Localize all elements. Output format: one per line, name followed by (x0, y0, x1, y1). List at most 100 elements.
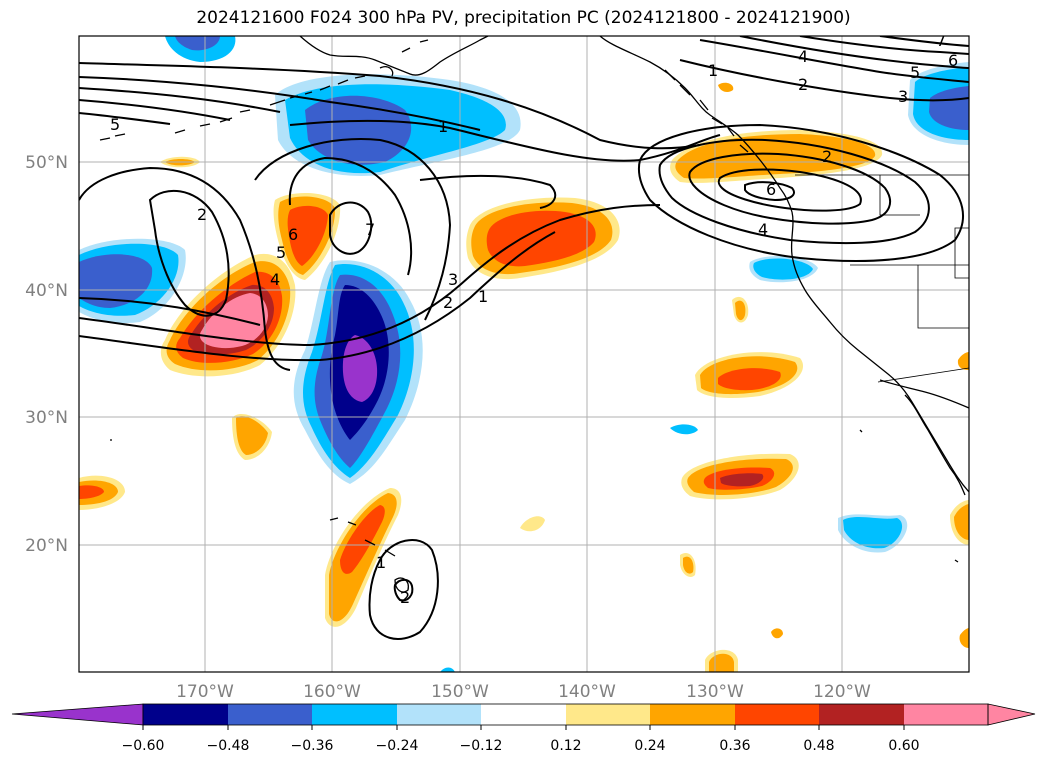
contour-label: 5 (110, 115, 120, 134)
precip-negative-small-3 (670, 424, 698, 435)
pv-contour-subtropical-inner (393, 578, 414, 602)
lon-label-130w: 130°W (686, 682, 744, 702)
precip-positive-small-5-orange (683, 556, 694, 574)
precip-negative-leftedge-inner (79, 254, 153, 308)
precip-positive-small-3-orange (735, 300, 746, 321)
pv-contour-west-5 (79, 62, 701, 150)
pv-contour-west-2 (79, 99, 231, 121)
colorbar-segment (312, 704, 397, 725)
pv-contour-central-2 (329, 201, 373, 255)
coast-mexico (879, 379, 969, 409)
colorbar-segment (819, 704, 904, 725)
precip-negative-topleft-core (175, 36, 220, 51)
lon-label-150w: 150°W (431, 682, 489, 702)
lon-label-170w: 170°W (176, 682, 234, 702)
colorbar-segment (481, 704, 566, 725)
colorbar-segment (228, 704, 312, 725)
pv-contour-labels: 5 1 2 6 5 4 7 3 2 1 1 2 1 4 2 5 3 6 7 2 (110, 31, 958, 607)
coast-us-west (790, 211, 969, 493)
colorbar-tick-label: 0.48 (803, 738, 834, 754)
coast-alaska-islands (379, 39, 429, 77)
pv-contour-west-4 (79, 76, 481, 131)
contour-label: 6 (766, 180, 776, 199)
contour-label: 5 (276, 243, 286, 262)
plot-frame (78, 35, 970, 673)
precip-positive-central-north-red (486, 210, 596, 267)
lat-label-50n: 50°N (25, 153, 68, 173)
longitude-labels: 170°W 160°W 150°W 140°W 130°W 120°W (176, 682, 871, 702)
colorbar-segment (904, 704, 988, 725)
colorbar-tick-label: −0.60 (122, 738, 165, 754)
contour-label: 6 (948, 51, 958, 70)
pv-contour-central-1 (288, 156, 413, 276)
colorbar-segment (735, 704, 819, 725)
border-us-mexico (877, 367, 969, 383)
pv-contour-ne-low-inner (688, 152, 892, 225)
lon-label-160w: 160°W (303, 682, 361, 702)
colorbar-extend-high (987, 703, 1036, 726)
colorbar-tick-label: −0.48 (207, 738, 250, 754)
precip-positive-midpacific-red (718, 368, 781, 391)
pv-contour-ne-corner-2 (739, 36, 969, 69)
pv-contour-central-3 (254, 138, 452, 321)
coast-hawaii (329, 517, 396, 557)
colorbar-tick-label: −0.36 (291, 738, 334, 754)
pv-contour-ridge-1 (289, 119, 721, 162)
contour-label: 1 (438, 117, 448, 136)
pv-contour-jet-1 (79, 204, 661, 347)
precip-positive-coast-orange (675, 134, 876, 179)
coast-small-islands (110, 429, 959, 563)
precip-positive-small-4 (520, 516, 545, 532)
pv-contour-west-3 (79, 87, 281, 113)
border-state-3 (917, 265, 969, 329)
precip-positive-small-10 (718, 82, 734, 93)
contour-label: 2 (798, 75, 808, 94)
contour-label: 7 (365, 220, 375, 239)
map-title: 2024121600 F024 300 hPa PV, precipitatio… (196, 8, 851, 28)
coast-hawaii-big-island (394, 577, 409, 593)
contour-label: 5 (910, 63, 920, 82)
coast-baja (904, 394, 966, 496)
contour-label: 2 (822, 147, 832, 166)
colorbar: −0.60 −0.48 −0.36 −0.24 −0.12 0.12 0.24 … (11, 703, 1036, 754)
contour-label: 7 (936, 31, 946, 50)
latitude-labels: 50°N 40°N 30°N 20°N (25, 153, 68, 556)
contour-label: 2 (197, 205, 207, 224)
precip-negative-small-4 (440, 667, 455, 672)
colorbar-tick-labels: −0.60 −0.48 −0.36 −0.24 −0.12 0.12 0.24 … (122, 738, 920, 754)
contour-label: 1 (478, 287, 488, 306)
colorbar-segment (143, 704, 228, 725)
coast-alaska (299, 36, 489, 76)
precip-positive-hawaii-red (340, 505, 385, 574)
lon-label-120w: 120°W (813, 682, 871, 702)
colorbar-extend-low (11, 703, 144, 726)
pv-contour-jet-3 (79, 297, 261, 326)
pv-contour-ne-low-mid (658, 138, 930, 245)
precip-positive-leftedge-red (79, 485, 104, 499)
pv-contour-ne-low-outer (637, 123, 964, 262)
precip-positive-small-11 (957, 352, 969, 370)
pv-contour-trough-outer (79, 166, 291, 371)
colorbar-segment (650, 704, 735, 725)
pv-contours (79, 36, 969, 640)
colorbar-segment (566, 704, 650, 725)
precip-positive-small-8 (959, 628, 969, 648)
lon-label-140w: 140°W (558, 682, 616, 702)
contour-label: 4 (270, 270, 280, 289)
precip-positive-small-7-orange (954, 504, 969, 540)
colorbar-tick-label: 0.24 (634, 738, 665, 754)
border-state-1 (879, 175, 920, 216)
colorbar-segment (397, 704, 481, 725)
precip-positive-subtropical-darkred (720, 473, 764, 487)
colorbar-tick-label: 0.60 (888, 738, 919, 754)
pv-contour-trough-inner (148, 189, 230, 317)
colorbar-tick-label: −0.24 (376, 738, 419, 754)
pv-contour-ne-corner-5 (879, 36, 969, 47)
colorbar-tick-label: 0.36 (719, 738, 750, 754)
contour-label: 1 (708, 61, 718, 80)
coast-panhandle (599, 36, 793, 213)
contour-label: 2 (400, 588, 410, 607)
border-state-4 (954, 227, 969, 279)
